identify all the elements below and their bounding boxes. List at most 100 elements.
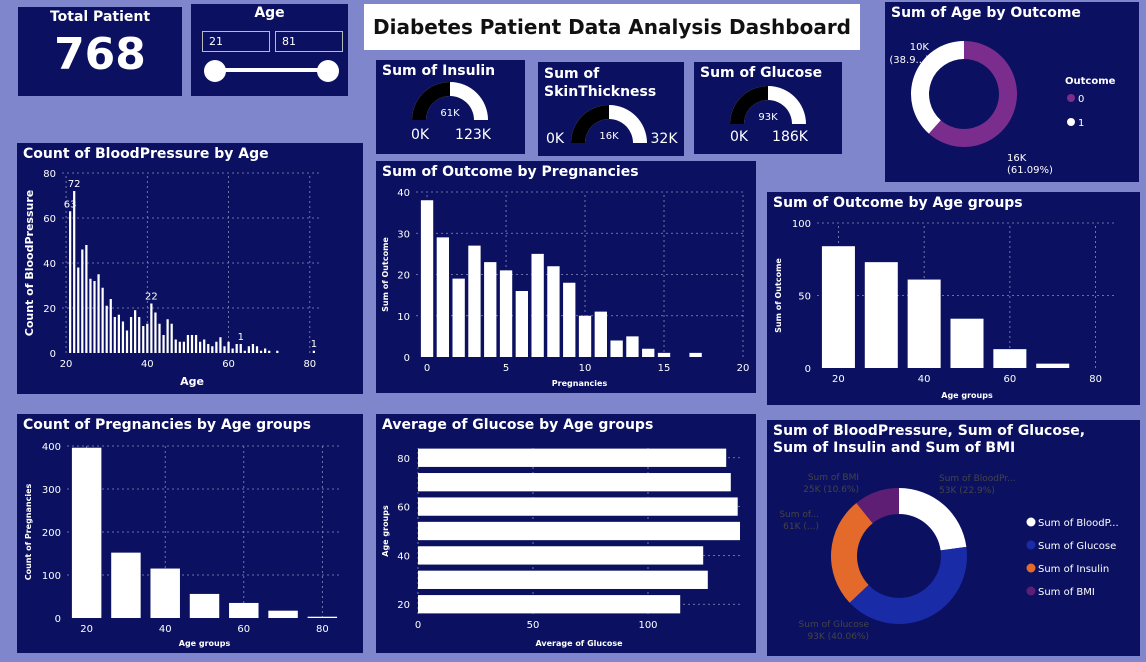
outcome-by-pregnancies-card: Sum of Outcome by Pregnancies 0 10 20 30 40 0… — [376, 161, 756, 393]
bar — [231, 348, 234, 353]
legend-label: 0 — [1078, 94, 1084, 105]
slice-label-name: Sum of... — [779, 510, 819, 520]
age-slider-track[interactable] — [215, 68, 329, 72]
bar — [150, 568, 180, 618]
slice-label-value: 25K (10.6%) — [803, 485, 859, 495]
legend-title: Outcome — [1065, 76, 1116, 87]
x-tick-label: 10 — [579, 363, 592, 374]
legend-marker — [1026, 540, 1036, 550]
slice-label-value: 10K — [910, 42, 930, 53]
bar — [251, 344, 255, 353]
gauge-max-label: 186K — [772, 129, 809, 145]
bar — [77, 267, 80, 353]
bar — [418, 595, 681, 614]
age-slider-max-handle[interactable] — [317, 60, 339, 82]
legend-marker — [1026, 517, 1036, 527]
y-tick-label: 40 — [43, 259, 56, 270]
legend-label: Sum of Glucose — [1038, 541, 1116, 552]
bar — [235, 344, 238, 353]
bar — [255, 346, 259, 353]
bar — [531, 253, 544, 357]
age-by-outcome-chart: 16K(61.09%) 10K (38.9...) Outcome 0 1 — [889, 41, 1116, 176]
age-max-input[interactable]: 81 — [275, 31, 343, 52]
bar — [138, 317, 141, 353]
y-tick-label: 20 — [397, 271, 410, 282]
bar — [174, 339, 177, 353]
dashboard-title: Diabetes Patient Data Analysis Dashboard — [364, 4, 860, 50]
total-patient-card: Total Patient 768 — [18, 7, 182, 96]
bar — [113, 317, 116, 353]
bar — [418, 570, 708, 589]
bar — [610, 340, 623, 357]
bar — [264, 348, 267, 353]
bar — [420, 200, 434, 357]
bar — [821, 246, 855, 368]
slice-label-name: Sum of BloodPr... — [939, 474, 1016, 484]
x-axis-label: Age — [180, 375, 204, 388]
bp-by-age-title: Count of BloodPressure by Age — [23, 146, 269, 162]
x-tick-label: 40 — [159, 624, 172, 635]
bar — [207, 344, 210, 353]
bar — [312, 350, 315, 353]
bar — [105, 305, 108, 353]
age-min-input[interactable]: 21 — [202, 31, 270, 52]
glucose-by-age-groups-card: Average of Glucose by Age groups 0 50 100 2… — [376, 414, 756, 653]
x-axis-label: Average of Glucose — [535, 639, 623, 648]
bar — [189, 593, 220, 618]
slice-label-percent: (61.09%) — [1007, 165, 1053, 176]
bar — [71, 447, 102, 618]
x-tick-label: 20 — [60, 359, 73, 370]
bar — [182, 341, 185, 353]
legend-marker — [1026, 563, 1036, 573]
donut-slice — [831, 502, 873, 603]
y-tick-label: 0 — [805, 364, 811, 375]
glucose-gauge: 93K 0K 186K — [730, 86, 809, 145]
bar — [125, 330, 129, 353]
bar — [268, 350, 271, 353]
y-tick-label: 60 — [43, 214, 56, 225]
bar — [150, 303, 153, 353]
x-tick-label: 5 — [503, 363, 509, 374]
total-patient-label: Total Patient — [49, 9, 151, 25]
bar — [864, 262, 898, 368]
x-tick-label: 100 — [638, 620, 657, 631]
legend-label: 1 — [1078, 118, 1084, 129]
slice-label-value: 61K (...) — [783, 522, 819, 532]
x-tick-label: 60 — [1003, 374, 1016, 385]
slice-label-value: 16K — [1007, 153, 1027, 164]
bar — [229, 602, 259, 618]
gauge-fill — [412, 82, 450, 120]
bar — [484, 262, 497, 357]
y-tick-label: 40 — [397, 188, 410, 199]
slice-label-value: 93K (40.06%) — [807, 632, 869, 642]
x-tick-label: 0 — [424, 363, 430, 374]
legend-marker — [1067, 118, 1075, 126]
bar — [97, 274, 100, 353]
skinthickness-gauge-title: Sum of SkinThickness — [544, 65, 656, 101]
gauge-min-label: 0K — [546, 131, 565, 147]
bp-by-age-chart: 0 20 40 60 80 20 40 60 80 63 72 22 1 1 Age Count of Blo… — [23, 169, 322, 388]
slice-label-name: Sum of BMI — [808, 473, 859, 483]
outcome-by-pregnancies-title: Sum of Outcome by Pregnancies — [382, 164, 639, 180]
bar — [499, 270, 513, 357]
age-slicer: Age 21 81 — [191, 4, 348, 96]
bar — [626, 336, 639, 357]
sums-donut-card: Sum of BloodPressure, Sum of Glucose, Su… — [767, 420, 1140, 656]
skinthickness-gauge-card: Sum of SkinThickness 16K 0K 32K — [538, 62, 684, 156]
age-slider-min-handle[interactable] — [204, 60, 226, 82]
age-slicer-label: Age — [254, 5, 285, 21]
gauge-value-label: 93K — [758, 112, 778, 123]
bar — [1036, 363, 1070, 368]
slice-label-name: Sum of Glucose — [799, 620, 870, 630]
bar — [194, 335, 198, 353]
bar — [642, 348, 655, 357]
data-label: 1 — [238, 332, 244, 343]
legend-marker — [1026, 586, 1036, 596]
bar — [215, 341, 218, 353]
bar — [223, 346, 226, 353]
bar — [129, 317, 133, 353]
y-tick-label: 0 — [55, 614, 61, 625]
insulin-gauge-title: Sum of Insulin — [382, 63, 496, 79]
gauge-value-label: 16K — [599, 131, 619, 142]
bar — [239, 344, 242, 353]
